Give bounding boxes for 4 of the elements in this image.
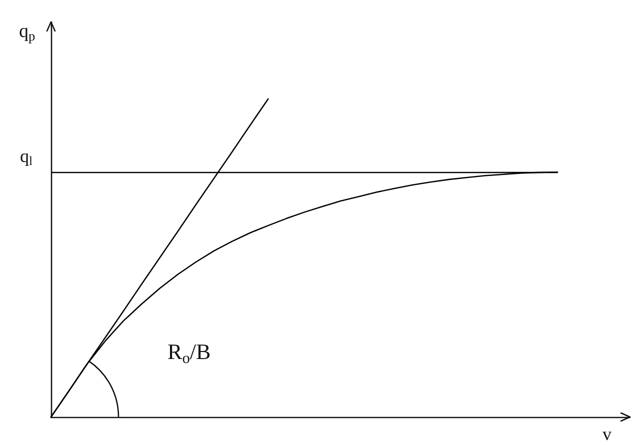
annotation: R$_{o}$/B (168, 338, 211, 366)
y-axis-title: q$_{p}$ (19, 21, 36, 44)
ref-line-label: q$_{l}$ (20, 146, 32, 168)
x-axis-title: v (602, 424, 612, 444)
